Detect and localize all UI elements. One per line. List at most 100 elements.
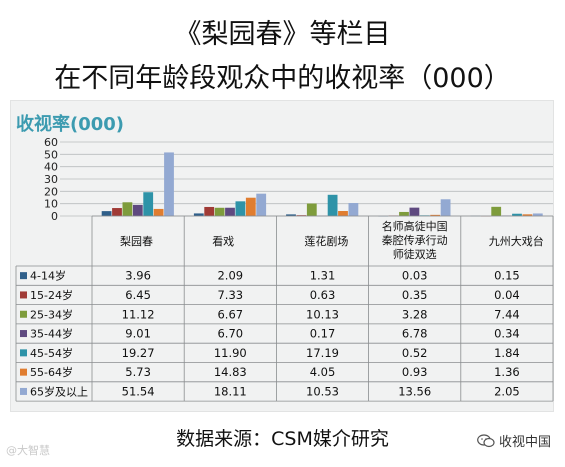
bar bbox=[214, 207, 225, 216]
legend-label: 55-64岁 bbox=[30, 365, 73, 379]
data-label: 3.96 bbox=[125, 269, 151, 283]
watermark-left: @大智慧 bbox=[6, 444, 50, 457]
data-label: 0.63 bbox=[310, 288, 336, 302]
wechat-icon bbox=[477, 433, 495, 447]
bar bbox=[204, 206, 215, 216]
legend-key bbox=[20, 272, 27, 280]
bar bbox=[286, 214, 296, 216]
data-label: 13.56 bbox=[398, 384, 431, 398]
bar bbox=[338, 211, 348, 216]
bar bbox=[532, 213, 543, 216]
bar bbox=[348, 203, 359, 216]
category-label: 师徒双选 bbox=[393, 247, 437, 261]
legend-label: 65岁及以上 bbox=[30, 384, 88, 398]
bar bbox=[153, 208, 164, 216]
legend-key bbox=[20, 387, 27, 395]
bar bbox=[327, 194, 338, 216]
data-label: 1.84 bbox=[494, 346, 520, 360]
y-tick-label: 10 bbox=[44, 198, 58, 211]
data-label: 6.67 bbox=[217, 307, 243, 321]
bar bbox=[256, 193, 267, 216]
data-label: 2.09 bbox=[217, 269, 243, 283]
bar bbox=[143, 192, 154, 216]
y-tick-label: 0 bbox=[51, 210, 58, 223]
y-tick-label: 30 bbox=[44, 173, 58, 186]
legend-key bbox=[20, 330, 27, 338]
y-tick-label: 60 bbox=[44, 136, 58, 149]
bar bbox=[522, 214, 533, 216]
category-label: 梨园春 bbox=[120, 234, 153, 248]
title-line-1: 《梨园春》等栏目 bbox=[174, 19, 391, 50]
data-label: 0.34 bbox=[494, 327, 520, 341]
legend-label: 35-44岁 bbox=[30, 327, 73, 341]
bar bbox=[430, 214, 441, 216]
y-tick-label: 40 bbox=[44, 161, 58, 174]
category-label: 九州大戏台 bbox=[489, 234, 544, 248]
data-label: 6.45 bbox=[125, 288, 151, 302]
legend-key bbox=[20, 310, 27, 318]
data-label: 2.05 bbox=[494, 384, 520, 398]
data-label: 11.12 bbox=[122, 307, 155, 321]
bar bbox=[399, 211, 409, 216]
data-label: 19.27 bbox=[122, 346, 155, 360]
watermark-right-text: 收视中国 bbox=[498, 435, 551, 450]
data-label: 18.11 bbox=[214, 384, 247, 398]
data-label: 0.03 bbox=[402, 269, 428, 283]
legend-key bbox=[20, 368, 27, 376]
data-label: 0.93 bbox=[402, 365, 428, 379]
legend-key bbox=[20, 349, 27, 357]
category-label: 莲花剧场 bbox=[304, 234, 348, 248]
data-label: 1.31 bbox=[310, 269, 336, 283]
data-label: 5.73 bbox=[125, 365, 151, 379]
data-source: 数据来源：CSM媒介研究 bbox=[176, 428, 389, 450]
data-label: 3.28 bbox=[402, 307, 428, 321]
bar bbox=[164, 152, 174, 216]
bar bbox=[440, 199, 451, 216]
legend-key bbox=[20, 291, 27, 299]
legend-label: 15-24岁 bbox=[30, 288, 73, 302]
bar bbox=[112, 208, 122, 216]
bar bbox=[225, 207, 235, 216]
data-label: 17.19 bbox=[306, 346, 339, 360]
bar bbox=[132, 204, 143, 216]
data-label: 51.54 bbox=[122, 384, 155, 398]
bar bbox=[193, 213, 204, 216]
watermark-right: 收视中国 bbox=[477, 431, 551, 450]
data-label: 14.83 bbox=[214, 365, 247, 379]
title-line-2: 在不同年龄段观众中的收视率（000） bbox=[54, 63, 511, 94]
data-label: 6.78 bbox=[402, 327, 428, 341]
data-label: 0.15 bbox=[494, 269, 520, 283]
data-label: 0.35 bbox=[402, 288, 428, 302]
bar bbox=[245, 197, 256, 216]
y-tick-label: 20 bbox=[44, 185, 58, 198]
data-label: 0.52 bbox=[402, 346, 428, 360]
category-label: 秦腔传承行动 bbox=[382, 233, 448, 247]
data-label: 0.04 bbox=[494, 288, 520, 302]
bar bbox=[235, 201, 246, 216]
data-label: 1.36 bbox=[494, 365, 520, 379]
data-label: 7.33 bbox=[217, 288, 243, 302]
legend-label: 45-54岁 bbox=[30, 346, 73, 360]
category-label: 看戏 bbox=[212, 234, 234, 248]
data-label: 6.70 bbox=[217, 327, 243, 341]
bar bbox=[512, 213, 522, 216]
data-label: 9.01 bbox=[125, 327, 151, 341]
bar bbox=[101, 211, 112, 216]
bar bbox=[306, 203, 317, 216]
data-label: 10.53 bbox=[306, 384, 339, 398]
y-tick-label: 50 bbox=[44, 148, 58, 161]
bar bbox=[491, 206, 502, 216]
data-label: 4.05 bbox=[310, 365, 336, 379]
chart-panel bbox=[10, 100, 554, 412]
legend-label: 4-14岁 bbox=[30, 269, 66, 283]
data-label: 11.90 bbox=[214, 346, 247, 360]
data-label: 0.17 bbox=[310, 327, 336, 341]
bar bbox=[409, 207, 420, 216]
bar bbox=[122, 202, 133, 216]
legend-label: 25-34岁 bbox=[30, 307, 73, 321]
category-label: 名师高徒中国 bbox=[382, 219, 448, 233]
y-axis-unit-label: 收视率(000) bbox=[16, 114, 125, 135]
data-label: 7.44 bbox=[494, 307, 520, 321]
data-label: 10.13 bbox=[306, 307, 339, 321]
